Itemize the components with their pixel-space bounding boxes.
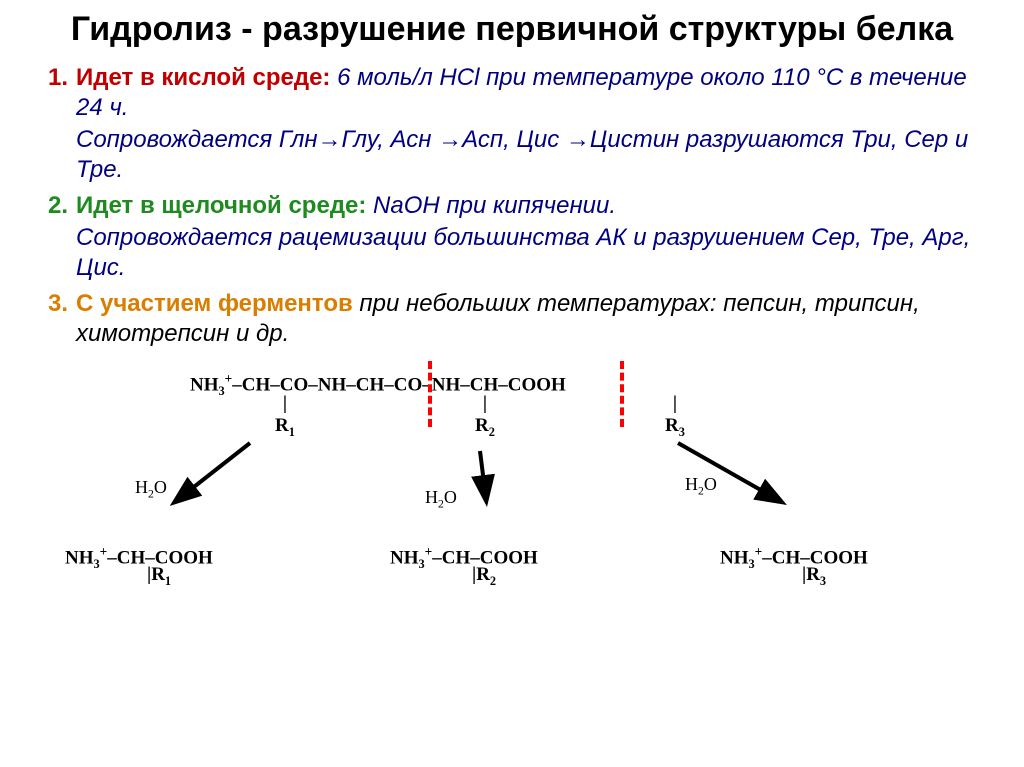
arrow-1 <box>170 439 260 509</box>
cleavage-mark-1 <box>428 361 432 427</box>
water-2: H2O <box>425 487 457 511</box>
item-tail-3: при небольших температурах <box>353 290 710 317</box>
hydrolysis-diagram: NH3+–CH–CO–NH–CH–CO–NH–CH–COOH |R1 |R2 |… <box>30 359 994 609</box>
product-1: NH3+–CH–COOH <box>65 544 213 572</box>
list-item-2: 2. Идет в щелочной среде: NaOH при кипяч… <box>48 191 994 221</box>
product-3: NH3+–CH–COOH <box>720 544 868 572</box>
product-2: NH3+–CH–COOH <box>390 544 538 572</box>
item-content-3: С участием ферментов при небольших темпе… <box>76 289 994 349</box>
item-content-2: Идет в щелочной среде: NaOH при кипячени… <box>76 191 994 221</box>
water-1: H2O <box>135 477 167 501</box>
product-r2: |R2 <box>472 564 496 589</box>
item-content-1: Идет в кислой среде: 6 моль/л HCl при те… <box>76 63 994 123</box>
item-number-1: 1. <box>48 63 76 93</box>
product-r1: |R1 <box>147 564 171 589</box>
peptide-chain: NH3+–CH–CO–NH–CH–CO–NH–CH–COOH <box>190 371 566 399</box>
item-heading-3: С участием ферментов <box>76 290 353 317</box>
list-item-1: 1. Идет в кислой среде: 6 моль/л HCl при… <box>48 63 994 123</box>
water-3: H2O <box>685 474 717 498</box>
r2-bond: |R2 <box>475 393 495 440</box>
r1-bond: |R1 <box>275 393 295 440</box>
list-item-3: 3. С участием ферментов при небольших те… <box>48 289 994 349</box>
r3-bond: |R3 <box>665 393 685 440</box>
arrow-2 <box>450 449 520 509</box>
item-number-3: 3. <box>48 289 76 319</box>
item-cont-2: Сопровождается рацемизации большинства А… <box>76 223 994 283</box>
item-heading-2: Идет в щелочной среде: <box>76 192 366 219</box>
item-tail-2: NaOH при кипячении. <box>366 192 616 219</box>
item-number-2: 2. <box>48 191 76 221</box>
item-heading-1: Идет в кислой среде: <box>76 64 330 91</box>
item-cont-1: Сопровождается Глн→Глу, Асн →Асп, Цис →Ц… <box>76 125 994 185</box>
cleavage-mark-2 <box>620 361 624 427</box>
slide-title: Гидролиз - разрушение первичной структур… <box>30 10 994 49</box>
product-r3: |R3 <box>802 564 826 589</box>
